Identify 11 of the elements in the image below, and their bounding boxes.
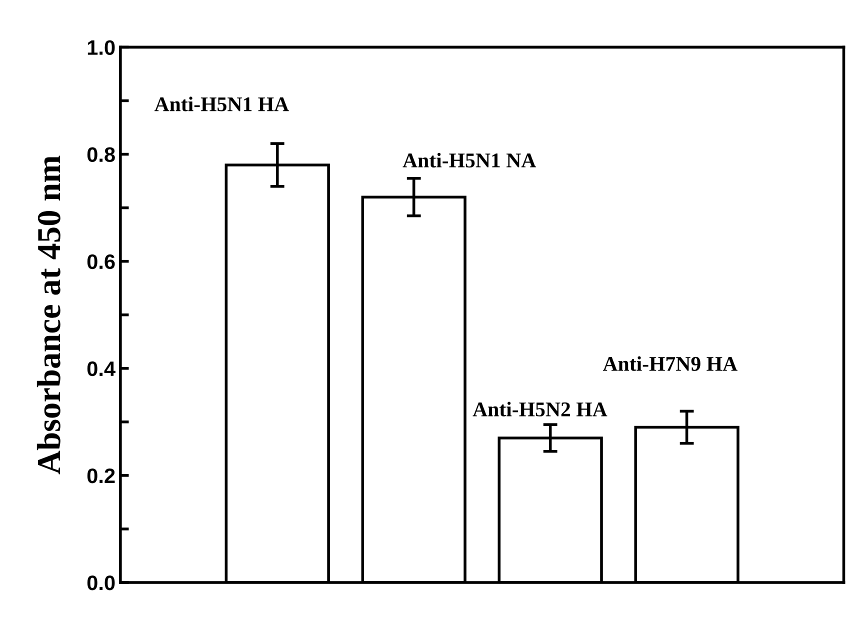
y-tick-label: 0.0: [87, 576, 115, 590]
annotation: Anti-H5N2 HA: [472, 402, 608, 416]
annotation: Anti-H5N1 NA: [402, 152, 536, 168]
annotation: Anti-H7N9 HA: [602, 356, 738, 371]
y-tick-label: 0.8: [87, 147, 115, 162]
annotation: Anti-H5N1 HA: [154, 96, 289, 112]
y-tick-label: 0.2: [87, 468, 115, 484]
y-tick-label: 1.0: [88, 40, 115, 55]
y-tick-label: 0.6: [87, 254, 115, 270]
y-axis-title: Absorbance at 450 nm: [36, 156, 60, 474]
y-tick-label: 0.4: [87, 361, 116, 376]
